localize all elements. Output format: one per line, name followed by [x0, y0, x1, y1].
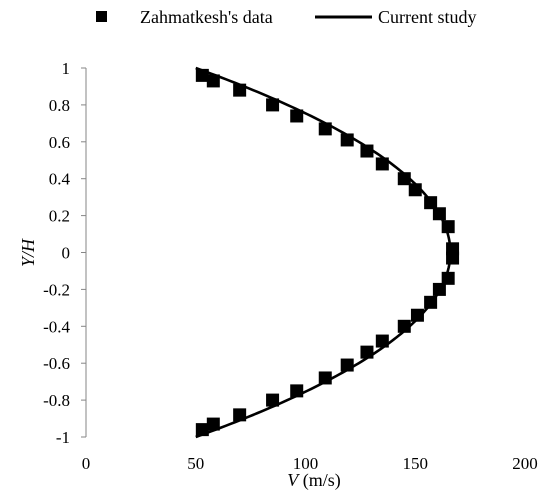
- data-point-marker: [266, 98, 280, 112]
- legend-label-zahmatkesh: Zahmatkesh's data: [140, 7, 273, 27]
- data-point-marker: [195, 423, 209, 437]
- data-point-marker: [360, 144, 374, 158]
- y-tick-label: 0: [62, 244, 71, 263]
- y-tick-label: -0.6: [43, 354, 70, 373]
- data-point-marker: [375, 334, 389, 348]
- zahmatkesh-data-markers: [195, 68, 460, 437]
- x-tick-label: 150: [403, 454, 429, 473]
- data-point-marker: [408, 183, 422, 197]
- y-tick-label: 0.6: [49, 133, 70, 152]
- data-point-marker: [424, 196, 438, 210]
- data-point-marker: [233, 408, 247, 422]
- y-tick-label: 0.2: [49, 207, 70, 226]
- y-tick-label: -0.8: [43, 391, 70, 410]
- data-point-marker: [340, 133, 354, 147]
- data-point-marker: [432, 282, 446, 296]
- y-tick-label: 1: [62, 59, 71, 78]
- data-point-marker: [375, 157, 389, 171]
- y-tick-labels: -1 -0.8 -0.6 -0.4 -0.2 0 0.2 0.4 0.6 0.8 1: [43, 59, 70, 447]
- data-point-marker: [340, 358, 354, 372]
- y-tick-label: -0.2: [43, 280, 70, 299]
- data-point-marker: [266, 393, 280, 407]
- data-point-marker: [290, 384, 304, 398]
- x-tick-label: 50: [187, 454, 204, 473]
- data-point-marker: [290, 109, 304, 123]
- y-tick-label: -1: [56, 428, 70, 447]
- data-point-marker: [206, 417, 220, 431]
- data-point-marker: [432, 207, 446, 221]
- y-tick-label: -0.4: [43, 317, 70, 336]
- y-tick-marks: [81, 67, 86, 438]
- data-point-marker: [441, 271, 455, 285]
- data-point-marker: [318, 371, 332, 385]
- x-axis-title: V (m/s): [287, 470, 341, 491]
- x-tick-labels: 0 50 100 150 200: [82, 454, 538, 473]
- x-axis-title-symbol: V: [287, 470, 300, 490]
- data-point-marker: [195, 68, 209, 82]
- data-point-marker: [397, 319, 411, 333]
- x-tick-label: 0: [82, 454, 91, 473]
- x-tick-label: 100: [293, 454, 319, 473]
- data-point-marker: [233, 83, 247, 97]
- y-tick-label: 0.4: [49, 170, 71, 189]
- y-axis-title: Y/H: [18, 238, 38, 267]
- legend: Zahmatkesh's data Current study: [96, 7, 477, 27]
- y-tick-label: 0.8: [49, 96, 70, 115]
- data-point-marker: [441, 220, 455, 234]
- data-point-marker: [206, 74, 220, 88]
- data-point-marker: [410, 308, 424, 322]
- data-point-marker: [446, 251, 460, 265]
- data-point-marker: [318, 122, 332, 136]
- data-point-marker: [397, 172, 411, 186]
- x-axis-title-unit: (m/s): [298, 470, 341, 491]
- legend-label-current-study: Current study: [378, 7, 477, 27]
- data-point-marker: [424, 295, 438, 309]
- data-point-marker: [360, 345, 374, 359]
- legend-marker-zahmatkesh: [96, 11, 107, 22]
- x-tick-label: 200: [512, 454, 538, 473]
